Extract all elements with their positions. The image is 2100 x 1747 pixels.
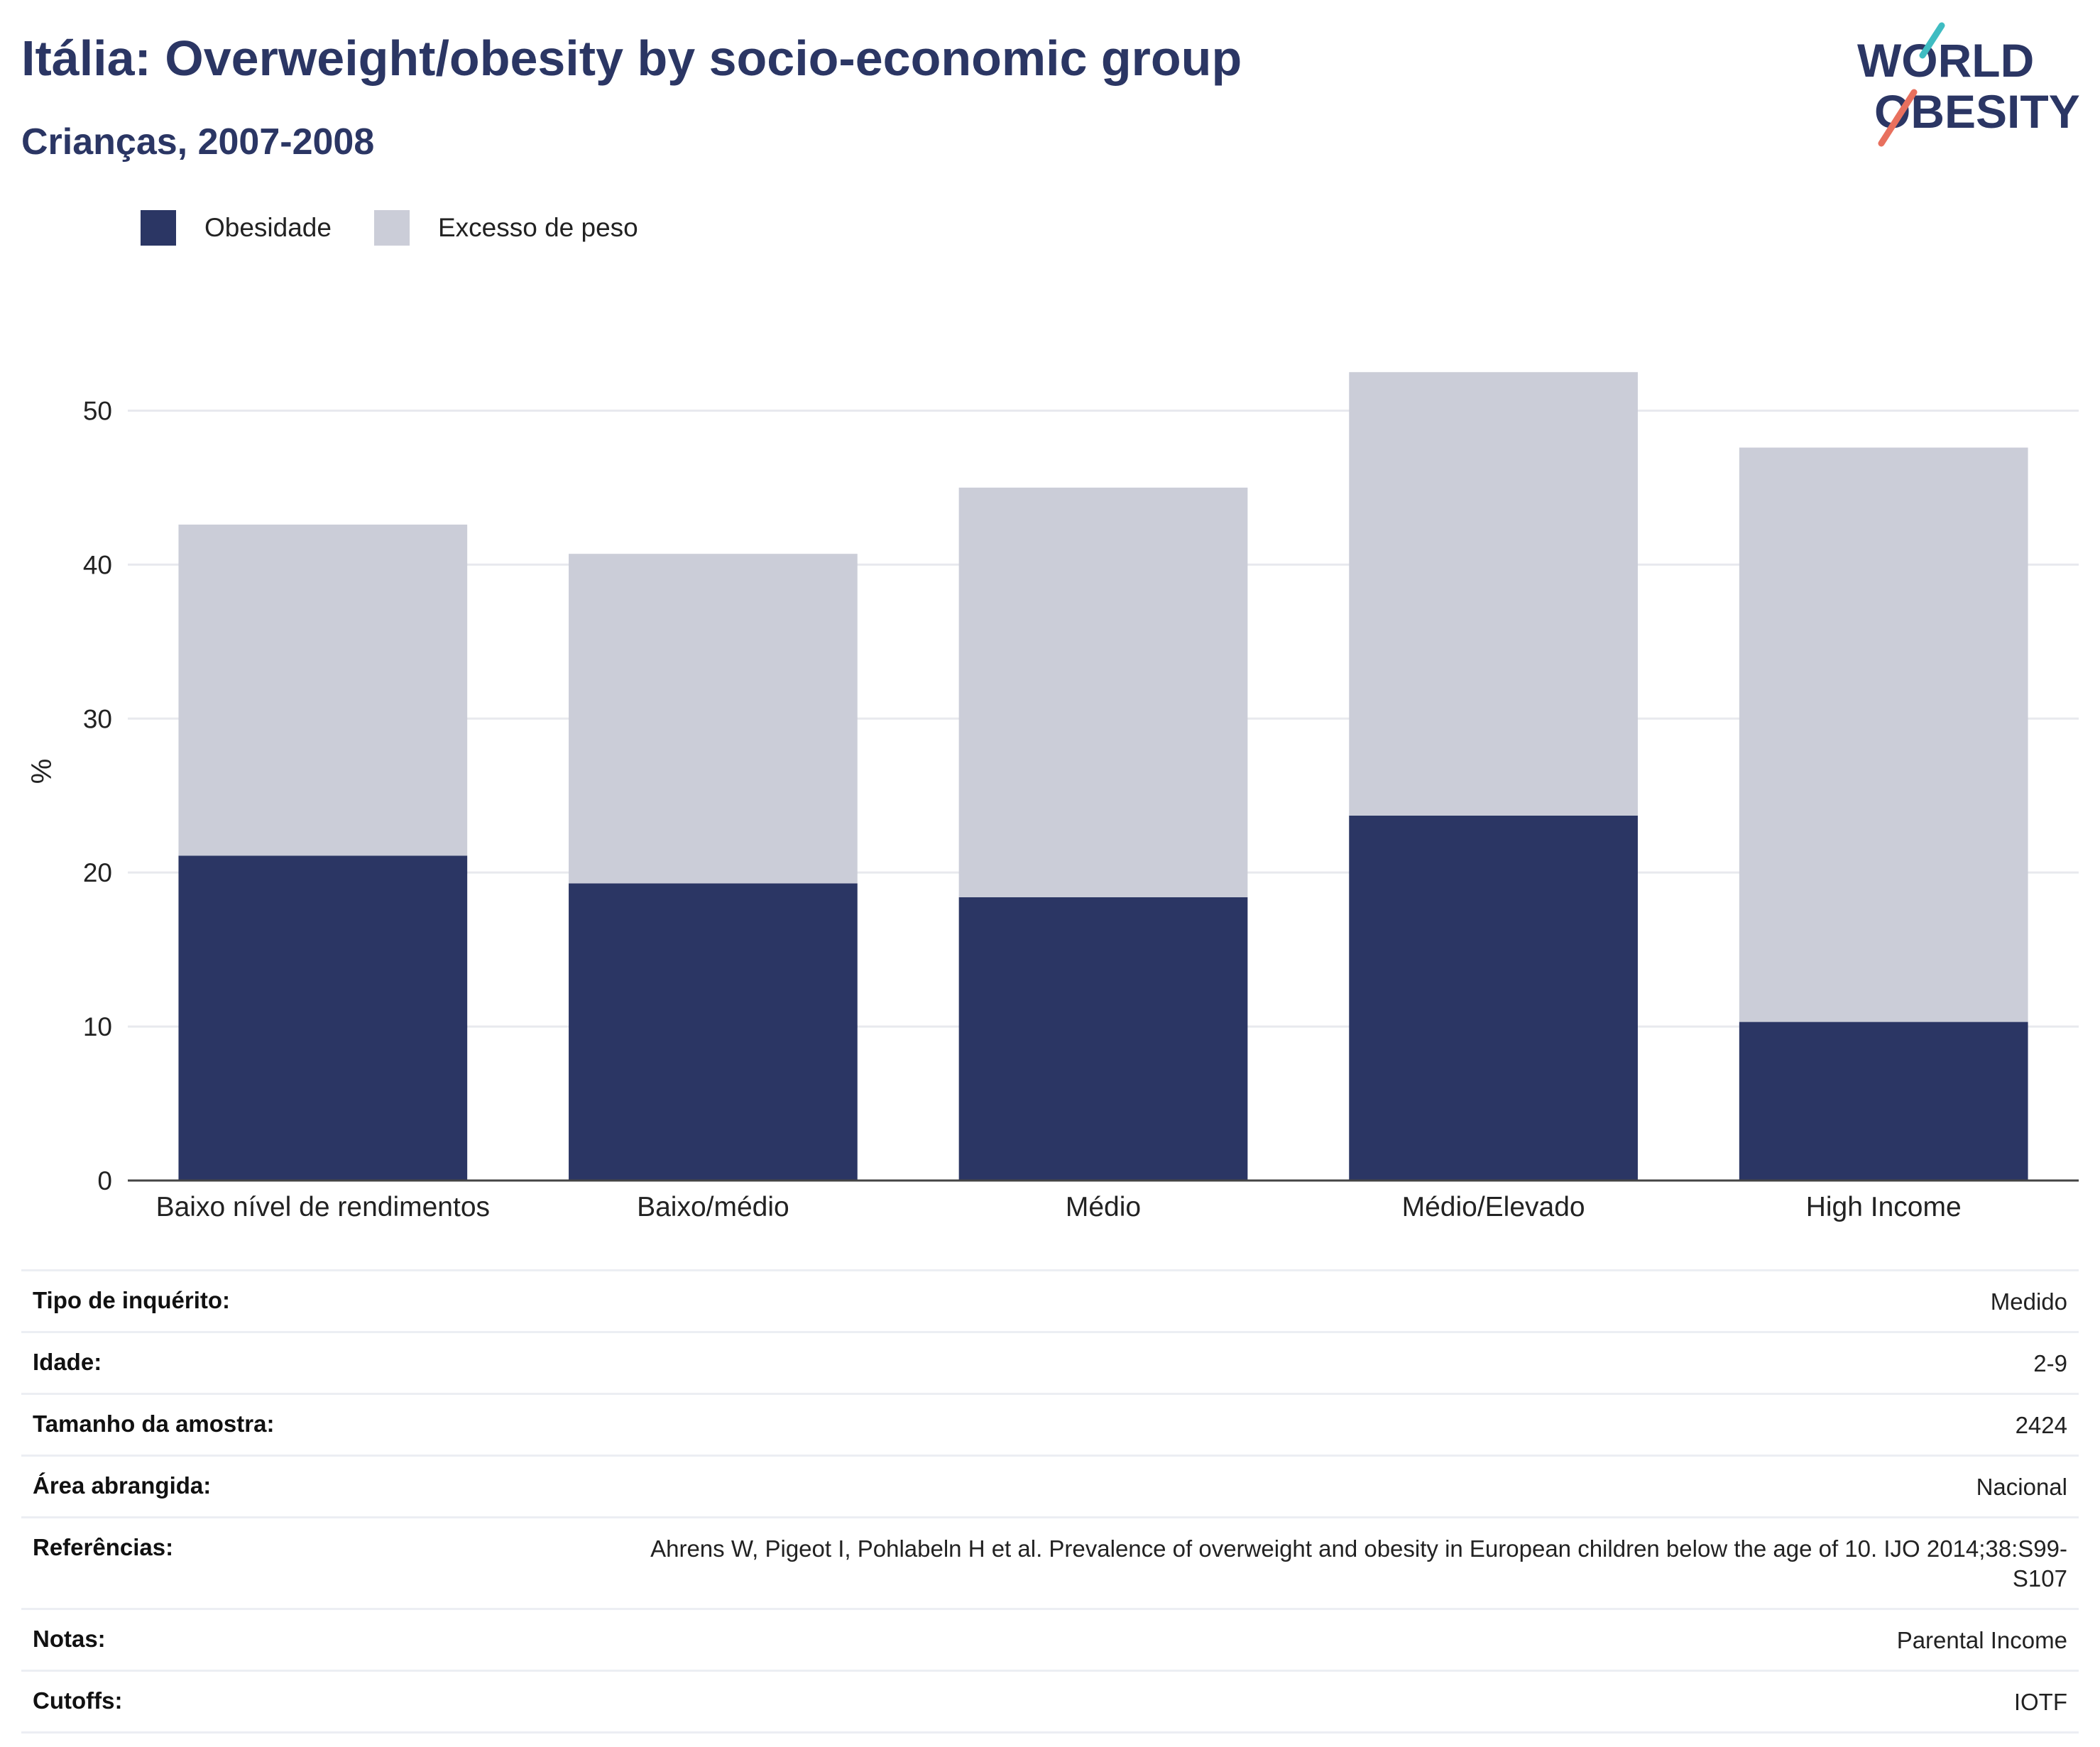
- legend-item-obesity[interactable]: Obesidade: [141, 210, 332, 246]
- survey-info-table: Tipo de inquérito: Medido Idade: 2-9 Tam…: [21, 1269, 2079, 1734]
- bar-segment-overweight[interactable]: [1349, 372, 1638, 816]
- info-key: Cutoffs:: [33, 1687, 123, 1714]
- x-tick-label: Baixo/médio: [637, 1192, 789, 1222]
- info-row-sample-size: Tamanho da amostra: 2424: [21, 1393, 2079, 1455]
- y-axis-label: %: [26, 759, 58, 784]
- info-value: 2424: [2015, 1412, 2067, 1438]
- bar-segment-overweight[interactable]: [1739, 447, 2028, 1022]
- chart-subtitle: Crianças, 2007-2008: [21, 121, 375, 163]
- info-key: Tipo de inquérito:: [33, 1287, 231, 1313]
- info-value: 2-9: [2033, 1350, 2067, 1376]
- info-key: Idade:: [33, 1349, 102, 1375]
- bar-segment-overweight[interactable]: [958, 487, 1248, 897]
- info-row-notes: Notas: Parental Income: [21, 1608, 2079, 1670]
- stacked-bar-chart: 0 10 20 30 40 50% Baixo nível de rendimentos Ba…: [26, 372, 2079, 1222]
- bar-segment-obesity[interactable]: [958, 897, 1248, 1181]
- info-value: Nacional: [1976, 1474, 2067, 1500]
- info-row-references: Referências: Ahrens W, Pigeot I, Pohlabe…: [21, 1516, 2079, 1608]
- info-row-age: Idade: 2-9: [21, 1331, 2079, 1393]
- info-value: IOTF: [2013, 1689, 2067, 1715]
- logo-line-2: OBESITY: [1874, 85, 2080, 138]
- legend-label-obesity: Obesidade: [204, 213, 332, 242]
- info-value: Ahrens W, Pigeot I, Pohlabeln H et al. P…: [650, 1535, 2067, 1592]
- legend-swatch-overweight: [373, 210, 410, 246]
- y-tick-label: 20: [83, 858, 112, 887]
- info-value: Medido: [1990, 1288, 2067, 1315]
- info-row-survey-type: Tipo de inquérito: Medido: [21, 1269, 2079, 1331]
- x-tick-label: Baixo nível de rendimentos: [156, 1192, 490, 1222]
- logo-slash-red: [1878, 89, 1918, 147]
- info-value: Parental Income: [1896, 1627, 2067, 1653]
- logo-line-1: WORLD: [1857, 34, 2034, 87]
- bar-segment-obesity[interactable]: [569, 883, 858, 1181]
- y-tick-label: 40: [83, 550, 112, 579]
- chart-legend: Obesidade Excesso de peso: [141, 210, 681, 246]
- x-tick-label: High Income: [1806, 1192, 1962, 1222]
- info-key: Área abrangida:: [33, 1472, 212, 1499]
- info-row-cutoffs: Cutoffs: IOTF: [21, 1670, 2079, 1734]
- y-tick-label: 50: [83, 396, 112, 425]
- info-row-area: Área abrangida: Nacional: [21, 1455, 2079, 1516]
- logo-slash-teal: [1919, 22, 1945, 59]
- info-key: Tamanho da amostra:: [33, 1411, 275, 1437]
- y-tick-label: 0: [97, 1166, 112, 1195]
- bar-segment-obesity[interactable]: [1349, 815, 1638, 1181]
- bar-segment-overweight[interactable]: [569, 554, 858, 884]
- bar-segment-obesity[interactable]: [178, 855, 468, 1181]
- bar-segment-overweight[interactable]: [178, 524, 468, 856]
- legend-item-overweight[interactable]: Excesso de peso: [373, 210, 638, 246]
- legend-swatch-obesity: [141, 210, 176, 246]
- y-tick-label: 30: [83, 704, 112, 733]
- bar-segment-obesity[interactable]: [1739, 1022, 2028, 1181]
- world-obesity-logo: WORLD OBESITY: [1857, 22, 2080, 147]
- info-key: Referências:: [33, 1534, 174, 1560]
- info-key: Notas:: [33, 1626, 106, 1652]
- chart-title: Itália: Overweight/obesity by socio-econ…: [21, 31, 1242, 86]
- y-tick-label: 10: [83, 1012, 112, 1041]
- x-tick-label: Médio/Elevado: [1402, 1192, 1585, 1222]
- legend-label-overweight: Excesso de peso: [437, 213, 638, 242]
- x-tick-label: Médio: [1066, 1192, 1141, 1222]
